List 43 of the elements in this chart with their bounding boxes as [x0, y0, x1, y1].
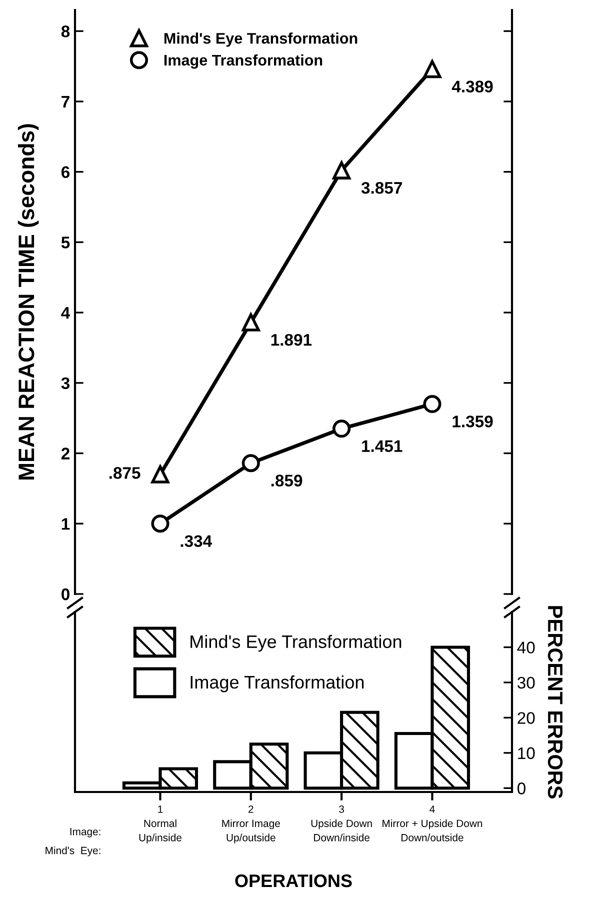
y2-tick-label: 30	[517, 676, 535, 689]
y2-tick-label: 20	[518, 712, 535, 724]
annotation: .875	[109, 467, 140, 479]
x-tick-label: 2 Mirror Image Up/outside	[222, 805, 280, 844]
y-tick-label: 5	[61, 236, 70, 248]
legend-label: Mind's Eye Transformation	[164, 32, 358, 47]
y2-axis-title: PERCENT ERRORS	[548, 606, 563, 798]
point	[423, 394, 442, 414]
y-tick-label: 8	[61, 26, 70, 38]
x-tick-label: 4 Mirror + Upside Down Down/outside	[382, 806, 482, 842]
y-tick-label: 3	[61, 377, 70, 390]
text: Image:	[70, 828, 100, 838]
legend-label: Image Transformation	[190, 675, 364, 692]
text: Mind's Eye:	[46, 846, 100, 856]
point	[423, 60, 442, 78]
annotation: 4.389	[452, 80, 493, 92]
y-tick-label: 1	[62, 518, 70, 530]
legend-label: Image Transformation	[164, 54, 322, 69]
annotation: .859	[271, 474, 302, 486]
point	[332, 161, 351, 180]
y-tick-label: 6	[61, 166, 70, 178]
point	[332, 420, 351, 438]
annotation: .334	[180, 535, 212, 548]
y-axis-title: MEAN REACTION TIME (seconds)	[18, 124, 39, 480]
y2-tick-label: 0	[518, 782, 526, 794]
x-tick-label: 3 Upside Down Down/inside	[311, 805, 372, 842]
y-tick-label: 0	[62, 588, 70, 600]
annotation: 1.359	[452, 416, 493, 428]
y-tick-label: 2	[61, 448, 70, 460]
point	[151, 514, 170, 533]
point	[242, 313, 260, 332]
y-tick-label: 4	[61, 307, 70, 319]
point	[151, 465, 170, 484]
annotation: 1.891	[271, 334, 312, 346]
y2-tick-label: 40	[517, 642, 535, 654]
legend-label: Mind's Eye Transformation	[190, 634, 402, 652]
x-axis-title: OPERATIONS	[235, 874, 352, 888]
annotation: 3.857	[361, 182, 402, 194]
y-tick-label: 7	[62, 96, 70, 108]
point	[242, 454, 260, 472]
y2-tick-label: 10	[518, 747, 535, 760]
annotation: 1.451	[362, 440, 402, 452]
x-tick-label: 1 Normal Up/inside	[139, 806, 182, 844]
